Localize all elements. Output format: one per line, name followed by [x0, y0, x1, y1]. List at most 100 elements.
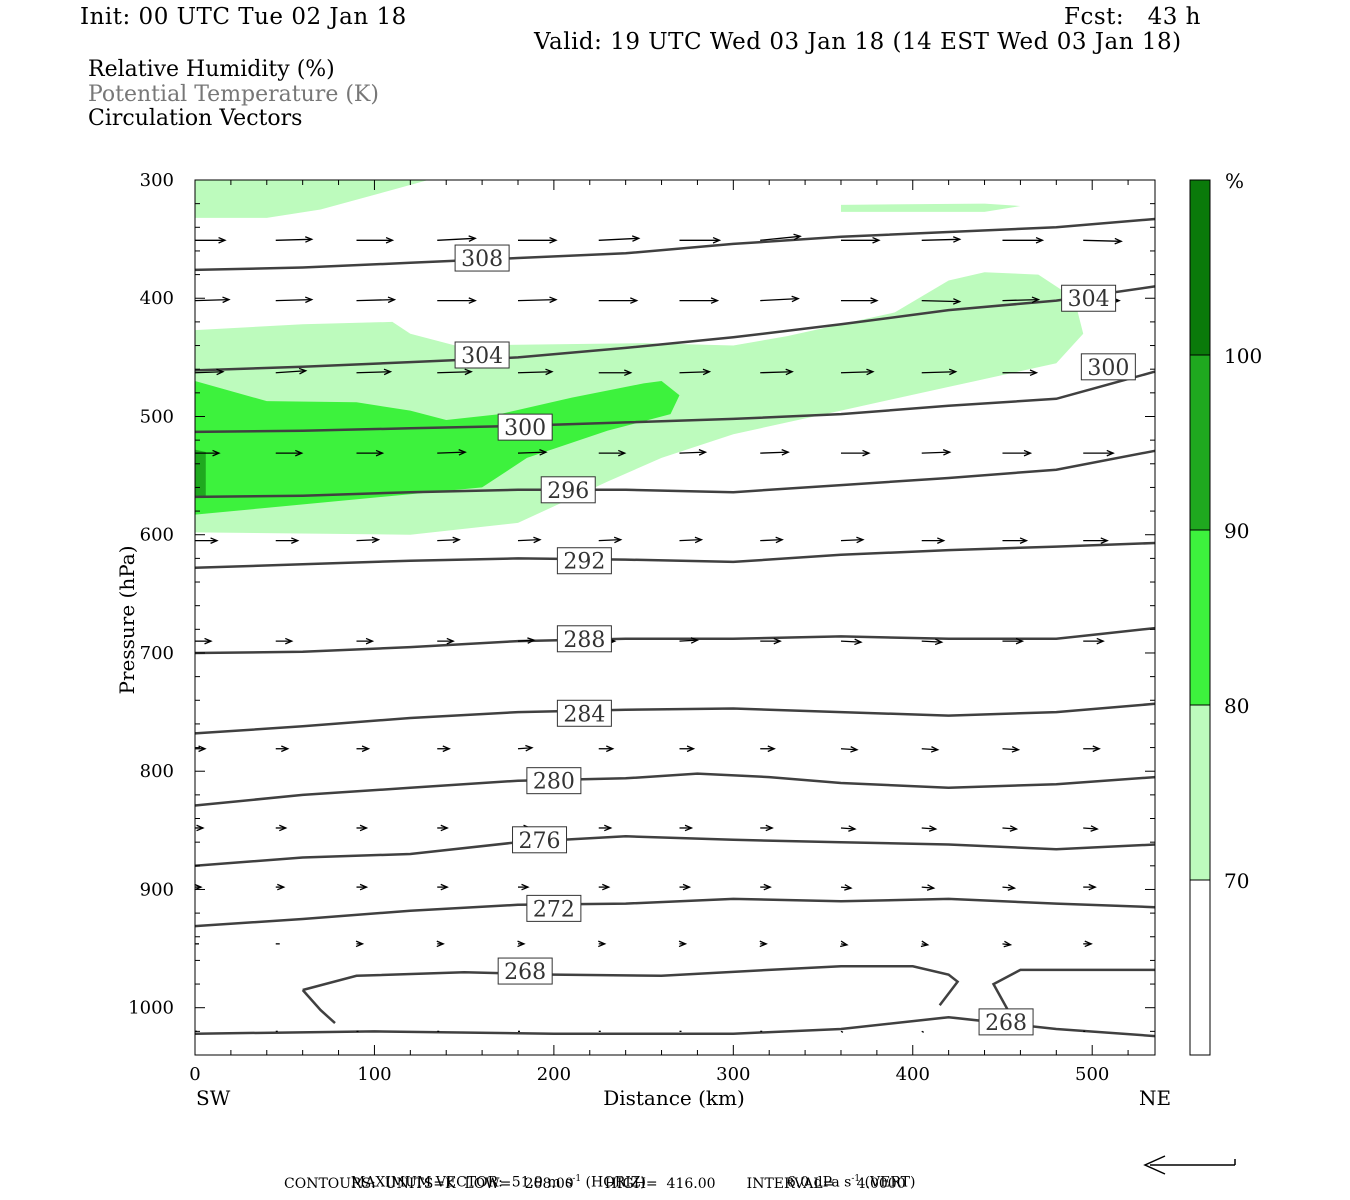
- rh-region-70-80: [195, 180, 429, 218]
- contour-label-text: 300: [1087, 356, 1129, 381]
- y-tick-label: 300: [140, 170, 174, 191]
- contour-label-text: 288: [563, 628, 605, 653]
- contour-label: 296: [540, 476, 596, 504]
- circulation-vector: [355, 940, 365, 948]
- colorbar-frame: [1189, 179, 1211, 1056]
- circulation-vector: [1002, 236, 1045, 244]
- circulation-vector: [679, 536, 704, 544]
- circulation-vector: [921, 298, 962, 305]
- legend-rh: Relative Humidity (%): [88, 57, 335, 82]
- contour-label: 276: [512, 826, 568, 854]
- circulation-vector: [598, 745, 615, 753]
- circulation-vector: [1083, 237, 1123, 245]
- circulation-vector: [1002, 369, 1039, 377]
- circulation-vector: [437, 449, 467, 456]
- y-tick-label: 800: [140, 761, 174, 782]
- circulation-vector: [598, 940, 607, 948]
- max-vector-vertical-note: 6.0 dPa s-1 (VERT): [786, 1174, 916, 1191]
- circulation-vector: [840, 368, 875, 376]
- circulation-vector: [840, 297, 879, 304]
- theta-contour-304: [194, 285, 1156, 372]
- circulation-vector: [598, 824, 613, 832]
- circulation-vector: [275, 367, 308, 375]
- legend-vectors: Circulation Vectors: [88, 106, 303, 131]
- circulation-vector: [517, 449, 548, 456]
- contour-label: 284: [556, 699, 612, 727]
- circulation-vector: [679, 236, 722, 244]
- circulation-vector: [275, 637, 294, 645]
- circulation-vector: [1002, 296, 1041, 304]
- y-axis-title: Pressure (hPa): [115, 546, 139, 695]
- circulation-vector: [840, 746, 859, 753]
- circulation-vector: [760, 233, 802, 241]
- y-tick-label: 400: [140, 288, 174, 309]
- contour-label: 268: [978, 1008, 1034, 1036]
- contour-label-text: 304: [461, 344, 503, 369]
- circulation-vector: [678, 940, 688, 948]
- circulation-vector: [195, 449, 221, 457]
- contour-label: 300: [1080, 353, 1136, 381]
- colorbar-band: [1190, 880, 1210, 1055]
- circulation-vector: [840, 884, 853, 891]
- circulation-vector: [840, 236, 881, 244]
- rh-region-90-100: [195, 449, 206, 497]
- circulation-vector: [195, 745, 207, 753]
- circulation-vector: [840, 536, 865, 544]
- theta-contour-272: [194, 897, 1156, 928]
- circulation-vector: [1083, 537, 1109, 544]
- circulation-vector: [356, 296, 397, 304]
- circulation-vector: [920, 940, 930, 948]
- contour-label: 272: [526, 894, 582, 922]
- circulation-vector: [356, 883, 369, 891]
- circulation-vector: [921, 746, 940, 753]
- circulation-vector: [1083, 449, 1115, 457]
- circulation-vector: [517, 940, 526, 948]
- circulation-vector: [195, 637, 213, 645]
- contour-label: 304: [1061, 284, 1117, 312]
- contour-label: 300: [497, 413, 553, 441]
- circulation-vector: [598, 235, 641, 242]
- circulation-vector: [437, 536, 461, 544]
- x-tick-label: 200: [537, 1064, 571, 1085]
- circulation-vector: [921, 236, 962, 243]
- circulation-vector: [1002, 825, 1019, 832]
- x-tick-label: 0: [189, 1064, 200, 1085]
- circulation-vector: [517, 236, 558, 244]
- circulation-vector: [195, 236, 227, 244]
- circulation-vector: [840, 638, 863, 646]
- colorbar-level-label: 80: [1224, 694, 1249, 718]
- colorbar-band: [1190, 355, 1210, 530]
- circulation-vector: [840, 825, 857, 832]
- y-tick-label: 500: [140, 406, 174, 427]
- rh-region-70-80: [840, 203, 1021, 212]
- contour-label-text: 280: [533, 770, 575, 795]
- circulation-vector: [760, 637, 782, 645]
- circulation-vector: [517, 637, 536, 644]
- circulation-vector: [1002, 449, 1033, 457]
- circulation-vector: [517, 744, 534, 752]
- theta-contour-284: [194, 702, 1156, 735]
- circulation-vector: [598, 369, 633, 377]
- vector-layer: [194, 233, 1123, 1033]
- colorbar-band: [1190, 530, 1210, 705]
- circulation-vector: [921, 449, 952, 456]
- contour-label: 308: [454, 244, 510, 272]
- circulation-vector: [194, 368, 225, 376]
- circulation-vector: [760, 824, 774, 832]
- circulation-vector: [275, 236, 314, 243]
- colorbar: 70 80 90 100: [1189, 179, 1262, 1056]
- x-tick-label: 500: [1075, 1064, 1109, 1085]
- contour-label-text: 296: [547, 479, 589, 504]
- circulation-vector: [356, 745, 371, 753]
- circulation-vector: [275, 296, 314, 304]
- x-tick-label: 400: [896, 1064, 930, 1085]
- circulation-vector: [759, 940, 768, 948]
- contour-label-text: 304: [1068, 287, 1110, 312]
- circulation-vector: [921, 825, 938, 832]
- theta-contour-300: [194, 370, 1156, 434]
- theta-contour-296: [194, 449, 1156, 499]
- max-vector-note: MAXIMUM VECTOR: 51.9 m s-1 (HORIZ): [350, 1174, 646, 1191]
- circulation-vector: [840, 449, 871, 457]
- circulation-vector: [760, 745, 776, 753]
